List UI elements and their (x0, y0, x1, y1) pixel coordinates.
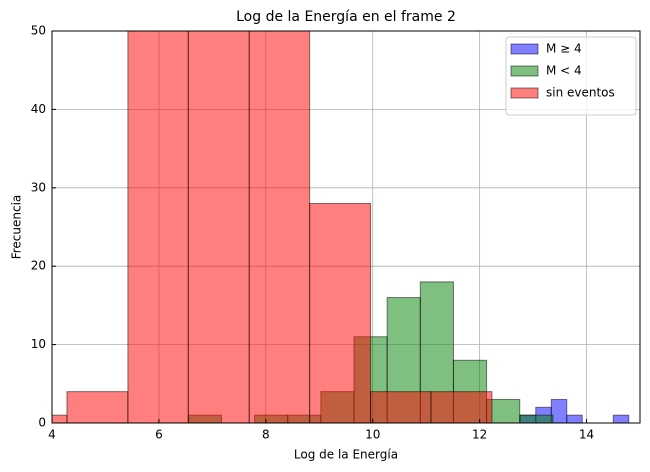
legend: M ≥ 4 M < 4 sin eventos (505, 36, 637, 116)
chart-title: Log de la Energía en el frame 2 (236, 9, 456, 25)
y-tick-label: 50 (31, 24, 46, 38)
bar (309, 202, 372, 423)
x-tick-label: 14 (579, 428, 594, 442)
bar (566, 414, 583, 423)
bar (127, 31, 189, 423)
y-tick-label: 0 (38, 416, 46, 430)
bars (52, 31, 630, 423)
bar (66, 391, 129, 423)
y-axis-label: Frecuencia (10, 195, 24, 260)
x-tick-label: 4 (48, 428, 56, 442)
legend-label: M < 4 (546, 64, 582, 78)
y-tick-label: 30 (31, 180, 46, 194)
legend-label: sin eventos (546, 86, 615, 100)
legend-swatch (510, 87, 539, 99)
legend-label: M ≥ 4 (546, 42, 582, 56)
y-tick-label: 40 (31, 102, 46, 116)
x-tick-label: 6 (155, 428, 163, 442)
y-tick-label: 10 (31, 337, 46, 351)
bar (430, 391, 493, 423)
ticks: 4 6 8 10 12 14 0 10 20 30 40 50 (31, 24, 594, 442)
legend-swatch (510, 43, 539, 55)
x-axis-label: Log de la Energía (294, 448, 398, 462)
bar (519, 414, 554, 423)
x-tick-label: 10 (365, 428, 380, 442)
plot-frame (51, 30, 641, 424)
y-tick-label: 20 (31, 259, 46, 273)
bar (187, 31, 250, 423)
legend-swatch (510, 65, 539, 77)
bar (550, 398, 568, 423)
x-tick-label: 8 (262, 428, 270, 442)
x-tick-label: 12 (472, 428, 487, 442)
bar (612, 414, 630, 423)
bar (370, 391, 432, 423)
bar (248, 31, 311, 423)
